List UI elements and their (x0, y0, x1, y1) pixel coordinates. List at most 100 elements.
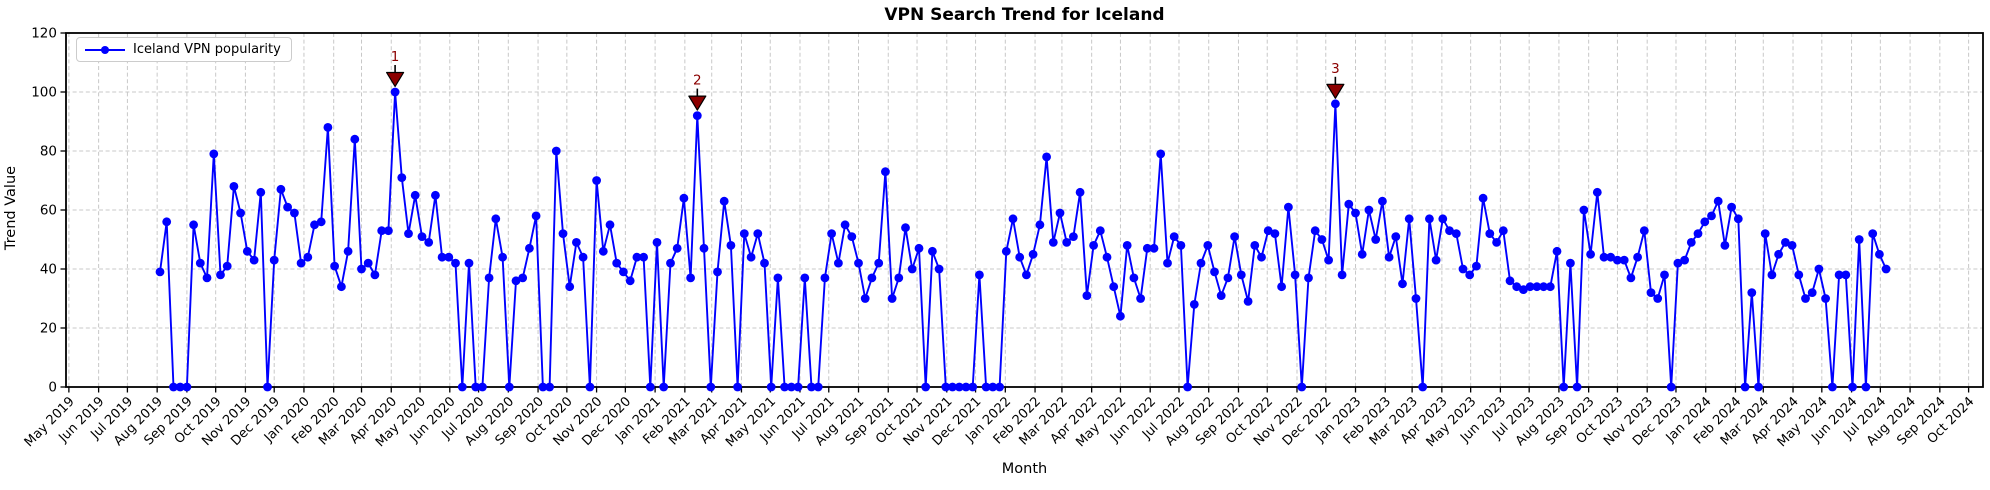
data-point (1149, 243, 1159, 253)
data-point (860, 294, 870, 303)
data-point (1042, 152, 1051, 162)
data-point (954, 382, 964, 392)
data-point (1425, 214, 1434, 224)
data-point (1660, 270, 1669, 280)
data-point (1445, 226, 1454, 236)
data-point (719, 196, 729, 206)
data-point (1552, 246, 1562, 256)
data-point (1646, 288, 1656, 297)
data-point (182, 382, 192, 392)
data-point (941, 382, 951, 392)
data-point (961, 382, 971, 392)
data-point (1378, 196, 1387, 206)
data-point (525, 243, 534, 253)
data-point (1606, 252, 1616, 262)
data-point (1881, 264, 1891, 274)
data-point (1828, 382, 1837, 392)
data-point (538, 382, 548, 392)
data-point (612, 258, 622, 268)
data-points (155, 87, 1891, 392)
data-point (659, 382, 669, 392)
data-point (1284, 202, 1293, 212)
data-point (1136, 294, 1145, 303)
data-point (1102, 252, 1112, 262)
data-point (1599, 252, 1609, 262)
data-point (780, 382, 789, 392)
data-point (645, 382, 655, 392)
data-point (1122, 241, 1132, 250)
data-point (189, 220, 199, 230)
data-point (1055, 208, 1065, 218)
data-point (1472, 261, 1481, 271)
data-point (1089, 241, 1098, 250)
data-point (840, 220, 850, 230)
data-point (1008, 214, 1018, 224)
data-point (1539, 282, 1548, 292)
data-point (1109, 282, 1119, 292)
data-point (1411, 294, 1421, 303)
data-point (363, 258, 373, 268)
data-point (303, 252, 313, 262)
data-point (390, 87, 400, 97)
data-point (907, 264, 917, 274)
data-point (1512, 282, 1522, 292)
data-point (1210, 267, 1219, 277)
data-point (1196, 258, 1206, 268)
data-point (1458, 264, 1468, 274)
data-point (504, 382, 514, 392)
data-point (1398, 279, 1407, 289)
data-point (1566, 258, 1575, 268)
data-point (1431, 255, 1441, 265)
data-point (316, 217, 326, 227)
data-point (746, 252, 756, 262)
data-point (1485, 229, 1495, 239)
data-point (276, 184, 286, 194)
data-point (310, 220, 319, 230)
data-point (337, 282, 346, 292)
data-point (424, 238, 434, 247)
data-point (921, 382, 931, 392)
data-point (1129, 273, 1139, 283)
data-point (1794, 270, 1804, 280)
data-point (1733, 214, 1743, 224)
data-point (1626, 273, 1636, 283)
data-point (169, 382, 178, 392)
data-point (1082, 291, 1092, 300)
data-point (1875, 249, 1884, 259)
data-point (887, 294, 897, 303)
data-point (572, 238, 581, 247)
data-point (867, 273, 877, 283)
data-point (666, 258, 675, 268)
data-point (1236, 270, 1246, 280)
legend-dot-icon (101, 45, 109, 54)
data-point (1693, 229, 1703, 239)
data-point (1821, 294, 1830, 303)
data-point (1438, 214, 1448, 224)
data-point (195, 258, 205, 268)
data-point (1324, 255, 1333, 265)
data-point (753, 229, 763, 239)
data-point (370, 270, 380, 280)
data-point (296, 258, 306, 268)
data-point (1142, 243, 1152, 253)
y-axis-label: Trend Value (3, 165, 19, 251)
data-point (928, 246, 937, 256)
data-point (457, 382, 467, 392)
data-point (1451, 229, 1461, 239)
data-point (968, 382, 978, 392)
data-point (901, 223, 910, 233)
data-point (1619, 255, 1629, 265)
annotation-label: 3 (1331, 61, 1340, 77)
data-point (1189, 300, 1199, 309)
data-point (934, 264, 944, 274)
data-point (699, 243, 709, 253)
data-point (1639, 226, 1649, 236)
data-point (625, 276, 635, 286)
data-point (1747, 288, 1757, 297)
data-point (652, 238, 662, 247)
data-point (1404, 214, 1414, 224)
data-point (592, 176, 601, 185)
data-point (202, 273, 212, 283)
